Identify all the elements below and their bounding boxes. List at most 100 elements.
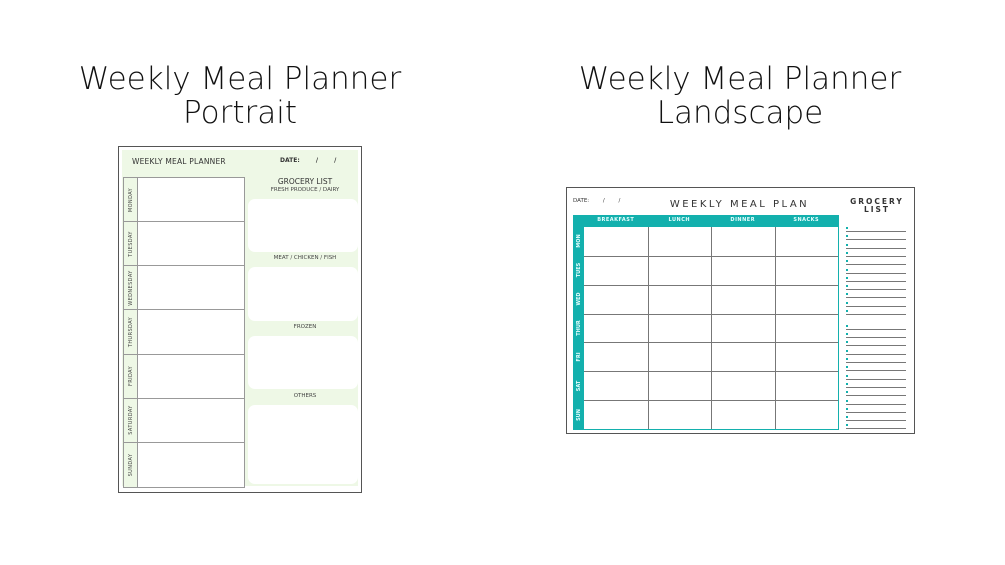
meal-cell[interactable] bbox=[649, 286, 711, 313]
grocery-line[interactable] bbox=[846, 386, 906, 388]
bullet-dot bbox=[846, 310, 848, 312]
meal-cell[interactable] bbox=[649, 257, 711, 284]
portrait-planner: WEEKLY MEAL PLANNER DATE: / / MONDAY TUES… bbox=[118, 146, 362, 493]
meal-column-header: SNACKS bbox=[793, 217, 820, 223]
grocery-line[interactable] bbox=[846, 411, 906, 413]
grocery-line[interactable] bbox=[846, 305, 906, 307]
grocery-line[interactable] bbox=[846, 255, 906, 257]
portrait-day-grid: MONDAY TUESDAY WEDNESDAY THURSDAY FRIDAY SATU… bbox=[123, 177, 245, 488]
grocery-line[interactable] bbox=[846, 353, 906, 355]
grocery-section-box[interactable] bbox=[248, 267, 358, 321]
meal-cell[interactable] bbox=[776, 257, 838, 284]
meal-cell[interactable] bbox=[712, 257, 774, 284]
grocery-line[interactable] bbox=[846, 345, 906, 347]
day-row-monday[interactable]: MONDAY bbox=[124, 178, 244, 223]
grocery-line[interactable] bbox=[846, 289, 906, 291]
day-row-friday[interactable]: FRIDAY bbox=[124, 354, 244, 399]
bullet-dot bbox=[846, 268, 848, 271]
landscape-planner: DATE: / / WEEKLY MEAL PLAN GROCERY LIST … bbox=[566, 187, 915, 434]
meal-column-header: BREAKFAST bbox=[597, 217, 635, 223]
meal-cell[interactable] bbox=[712, 343, 774, 370]
landscape-heading: Weekly Meal Planner Landscape bbox=[540, 62, 940, 130]
meal-cell[interactable] bbox=[712, 286, 774, 313]
grocery-line[interactable] bbox=[846, 247, 906, 249]
landscape-grocery-title: GROCERY LIST bbox=[850, 197, 904, 214]
grocery-line[interactable] bbox=[846, 314, 906, 315]
row-divider bbox=[584, 313, 838, 315]
meal-cell[interactable] bbox=[585, 257, 647, 284]
meal-cell[interactable] bbox=[649, 315, 711, 342]
grocery-section-box[interactable] bbox=[248, 199, 358, 252]
bullet-dot bbox=[846, 333, 848, 336]
day-label-cell: SUN bbox=[573, 400, 584, 429]
bullet-dot bbox=[846, 416, 848, 419]
meal-cell[interactable] bbox=[776, 401, 838, 428]
day-label: SUNDAY bbox=[127, 453, 134, 477]
grocery-line[interactable] bbox=[846, 328, 906, 330]
meal-cell[interactable] bbox=[585, 315, 647, 342]
day-row-thursday[interactable]: THURSDAY bbox=[124, 310, 244, 355]
grocery-line[interactable] bbox=[846, 403, 906, 405]
grocery-line[interactable] bbox=[846, 370, 906, 372]
day-label-cell: FRI bbox=[573, 342, 584, 371]
grocery-line[interactable] bbox=[846, 420, 906, 422]
column-divider bbox=[711, 227, 712, 429]
meal-cell[interactable] bbox=[712, 315, 774, 342]
day-label: WED bbox=[575, 292, 582, 306]
meal-cell[interactable] bbox=[712, 372, 774, 399]
meal-cell[interactable] bbox=[649, 343, 711, 370]
meal-cell[interactable] bbox=[776, 286, 838, 313]
grocery-line[interactable] bbox=[846, 362, 906, 363]
portrait-date-field[interactable]: DATE: / / bbox=[280, 157, 337, 164]
day-label: TUESDAY bbox=[127, 230, 134, 257]
bullet-dot bbox=[846, 301, 848, 304]
meal-cell[interactable] bbox=[585, 401, 647, 428]
bullet-dot bbox=[846, 366, 848, 369]
grocery-line[interactable] bbox=[846, 297, 906, 299]
grocery-line[interactable] bbox=[846, 337, 906, 339]
meal-cell[interactable] bbox=[776, 315, 838, 342]
row-divider bbox=[584, 284, 838, 286]
meal-cell[interactable] bbox=[649, 372, 711, 399]
grocery-line[interactable] bbox=[846, 378, 906, 380]
meal-cell[interactable] bbox=[585, 343, 647, 370]
meal-cell[interactable] bbox=[712, 228, 774, 255]
grocery-line[interactable] bbox=[846, 239, 906, 241]
meal-cell[interactable] bbox=[776, 343, 838, 370]
grocery-line[interactable] bbox=[846, 280, 906, 282]
grocery-line[interactable] bbox=[846, 264, 906, 266]
day-row-wednesday[interactable]: WEDNESDAY bbox=[124, 266, 244, 311]
grocery-section-box[interactable] bbox=[248, 336, 358, 389]
day-label: FRI bbox=[575, 352, 582, 362]
column-divider bbox=[647, 227, 649, 429]
day-row-saturday[interactable]: SATURDAY bbox=[124, 398, 244, 443]
grocery-line[interactable] bbox=[846, 231, 906, 232]
day-row-sunday[interactable]: SUNDAY bbox=[124, 442, 244, 487]
landscape-meal-cells bbox=[584, 227, 838, 429]
bullet-dot bbox=[846, 358, 848, 360]
meal-cell[interactable] bbox=[776, 372, 838, 399]
grocery-line[interactable] bbox=[846, 395, 906, 397]
landscape-date-field[interactable]: DATE: / / bbox=[573, 198, 621, 204]
bullet-dot bbox=[846, 407, 848, 410]
portrait-grocery-title: GROCERY LIST bbox=[277, 177, 333, 186]
meal-cell[interactable] bbox=[585, 228, 647, 255]
grocery-section-label: OTHERS bbox=[293, 393, 317, 399]
bullet-dot bbox=[846, 341, 848, 344]
meal-cell[interactable] bbox=[712, 401, 774, 428]
row-divider bbox=[584, 371, 838, 373]
meal-cell[interactable] bbox=[585, 286, 647, 313]
meal-cell[interactable] bbox=[585, 372, 647, 399]
grocery-line[interactable] bbox=[846, 428, 906, 430]
landscape-heading-line2: Landscape bbox=[656, 95, 824, 131]
meal-cell[interactable] bbox=[649, 228, 711, 255]
bullet-dot bbox=[846, 260, 848, 263]
grocery-line[interactable] bbox=[846, 272, 906, 274]
bullet-dot bbox=[846, 227, 848, 229]
day-row-tuesday[interactable]: TUESDAY bbox=[124, 222, 244, 267]
meal-cell[interactable] bbox=[776, 228, 838, 255]
grocery-section-label: FRESH PRODUCE / DAIRY bbox=[270, 187, 340, 193]
grocery-section-box[interactable] bbox=[248, 405, 358, 484]
meal-cell[interactable] bbox=[649, 401, 711, 428]
bullet-dot bbox=[846, 324, 848, 327]
